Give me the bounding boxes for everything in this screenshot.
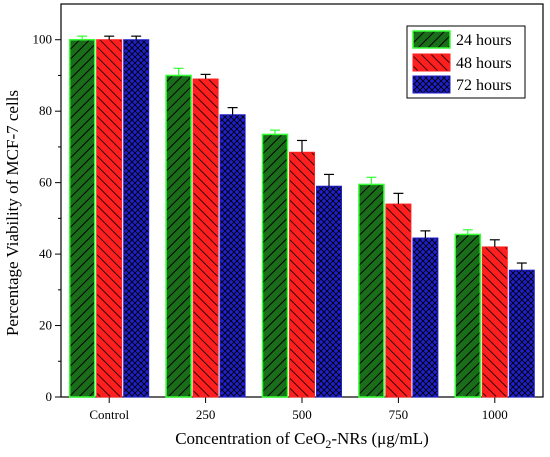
legend-label-24-hours: 24 hours <box>456 32 512 49</box>
bar-24-hours-control <box>68 38 96 398</box>
bar-48-hours-250 <box>192 78 219 398</box>
bar-72-hours-750 <box>412 237 439 398</box>
bar-72-hours-1000 <box>508 269 535 398</box>
y-axis-title: Percentage Viability of MCF-7 cells <box>3 90 22 336</box>
x-tick-label-control: Control <box>89 407 129 422</box>
bar-48-hours-500 <box>289 151 315 398</box>
x-tick-label-1000: 1000 <box>482 407 508 422</box>
y-tick-label-60: 60 <box>39 175 52 190</box>
bar-48-hours-1000 <box>481 246 508 398</box>
bar-24-hours-1000 <box>454 233 482 398</box>
bar-48-hours-750 <box>385 203 412 398</box>
x-axis-title-main: Concentration of CeO <box>175 429 325 448</box>
x-tick-label-500: 500 <box>292 407 312 422</box>
legend-label-48-hours: 48 hours <box>456 55 512 72</box>
bar-72-hours-control <box>123 39 150 398</box>
bar-24-hours-500 <box>261 133 289 398</box>
bar-48-hours-control <box>96 39 123 398</box>
bar-72-hours-500 <box>316 185 342 398</box>
x-tick-label-250: 250 <box>196 407 216 422</box>
x-tick-label-750: 750 <box>389 407 409 422</box>
legend-swatch-48-hours <box>412 53 451 72</box>
y-tick-label-40: 40 <box>39 246 52 261</box>
y-tick-label-20: 20 <box>39 318 52 333</box>
legend: 24 hours 48 hours 72 hours <box>406 25 526 99</box>
bar-24-hours-750 <box>358 183 385 398</box>
legend-label-72-hours: 72 hours <box>456 77 512 94</box>
plot-area: 0 20 40 60 80 100 Control 250 500 750 1000 <box>33 3 544 422</box>
y-tick-label-80: 80 <box>39 103 52 118</box>
bar-72-hours-250 <box>219 114 246 398</box>
x-axis-title: Concentration of CeO2-NRs (μg/mL) <box>175 429 429 451</box>
legend-swatch-24-hours <box>412 30 451 49</box>
bar-24-hours-250 <box>165 74 192 398</box>
y-tick-label-0: 0 <box>46 389 53 404</box>
x-axis-title-subscript: 2 <box>325 437 331 451</box>
legend-swatch-72-hours <box>412 75 451 94</box>
x-axis-title-tail: -NRs (μg/mL) <box>331 429 428 448</box>
y-tick-label-100: 100 <box>33 32 53 47</box>
